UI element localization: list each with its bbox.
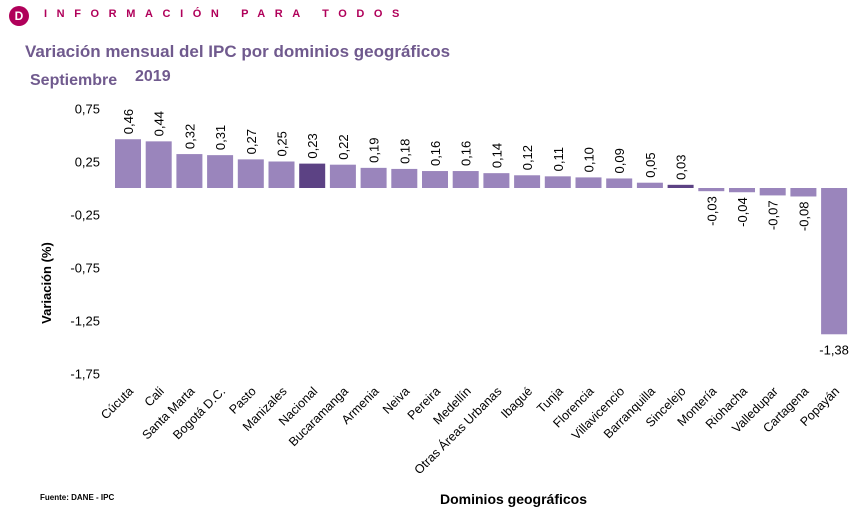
value-labels: 0,46 0,44 0,32 0,31 0,27 0,25 0,23 0,22 0,19 0,18… <box>121 109 849 357</box>
value-label: 0,16 <box>428 141 443 166</box>
subtitle-month: Septiembre <box>30 72 118 89</box>
tagline: INFORMACIÓN PARA TODOS <box>44 8 409 20</box>
value-label: 0,46 <box>121 109 136 134</box>
value-label: -0,03 <box>704 196 719 226</box>
value-label: -0,08 <box>796 201 811 231</box>
y-tick-label: 0,25 <box>75 155 100 170</box>
x-tick-label: Ibagué <box>498 384 535 421</box>
bar <box>115 139 141 188</box>
bar <box>237 159 264 188</box>
value-label: 0,19 <box>367 138 382 163</box>
y-axis-label: Variación (%) <box>39 242 54 324</box>
y-axis: 0,75 0,25 -0,25 -0,75 -1,25 -1,75 <box>70 102 100 382</box>
y-tick-label: -0,25 <box>70 208 100 223</box>
value-label: 0,09 <box>612 148 627 173</box>
bar <box>360 167 387 188</box>
source-note: Fuente: DANE - IPC <box>40 493 115 502</box>
value-label: 0,44 <box>152 111 167 136</box>
value-label: 0,12 <box>520 145 535 170</box>
value-label: 0,16 <box>459 141 474 166</box>
y-tick-label: 0,75 <box>75 102 100 117</box>
x-tick-label: Cúcuta <box>98 384 136 422</box>
bar <box>575 177 602 188</box>
bar <box>452 171 479 188</box>
value-label: -0,07 <box>766 200 781 230</box>
bar <box>299 163 326 188</box>
bar <box>176 154 203 188</box>
dane-logo: D <box>9 6 29 26</box>
value-label: -1,38 <box>819 342 849 357</box>
value-label: 0,27 <box>244 129 259 154</box>
value-label: 0,32 <box>182 124 197 149</box>
bar <box>759 188 786 196</box>
y-tick-label: -0,75 <box>70 261 100 276</box>
value-label: 0,03 <box>674 155 689 180</box>
bar <box>667 184 694 188</box>
bar <box>329 164 356 188</box>
bar <box>514 175 541 188</box>
value-label: 0,10 <box>582 147 597 172</box>
bar <box>268 161 295 188</box>
value-label: -0,04 <box>735 197 750 227</box>
bar <box>821 188 848 335</box>
value-label: 0,31 <box>213 125 228 150</box>
subtitle-year: 2019 <box>135 68 171 85</box>
x-axis-label: Dominios geográficos <box>440 491 588 507</box>
value-label: 0,22 <box>336 134 351 159</box>
bar <box>698 188 725 192</box>
bar <box>790 188 817 197</box>
value-label: 0,25 <box>275 131 290 156</box>
bars <box>115 139 848 335</box>
value-label: 0,14 <box>489 143 504 168</box>
y-tick-label: -1,75 <box>70 367 100 382</box>
value-label: 0,11 <box>551 147 566 171</box>
bar <box>544 176 571 188</box>
chart-title: Variación mensual del IPC por dominios g… <box>25 42 451 61</box>
value-label: 0,05 <box>643 152 658 177</box>
bar <box>422 171 448 188</box>
bar <box>145 141 172 188</box>
value-label: 0,23 <box>305 133 320 158</box>
bar <box>636 182 663 188</box>
value-label: 0,18 <box>397 139 412 164</box>
bar <box>729 188 755 193</box>
bar <box>606 178 633 188</box>
y-tick-label: -1,25 <box>70 314 100 329</box>
x-tick-label: Cali <box>142 384 167 409</box>
bar <box>207 155 234 188</box>
bar <box>483 173 510 188</box>
bar <box>391 168 418 188</box>
